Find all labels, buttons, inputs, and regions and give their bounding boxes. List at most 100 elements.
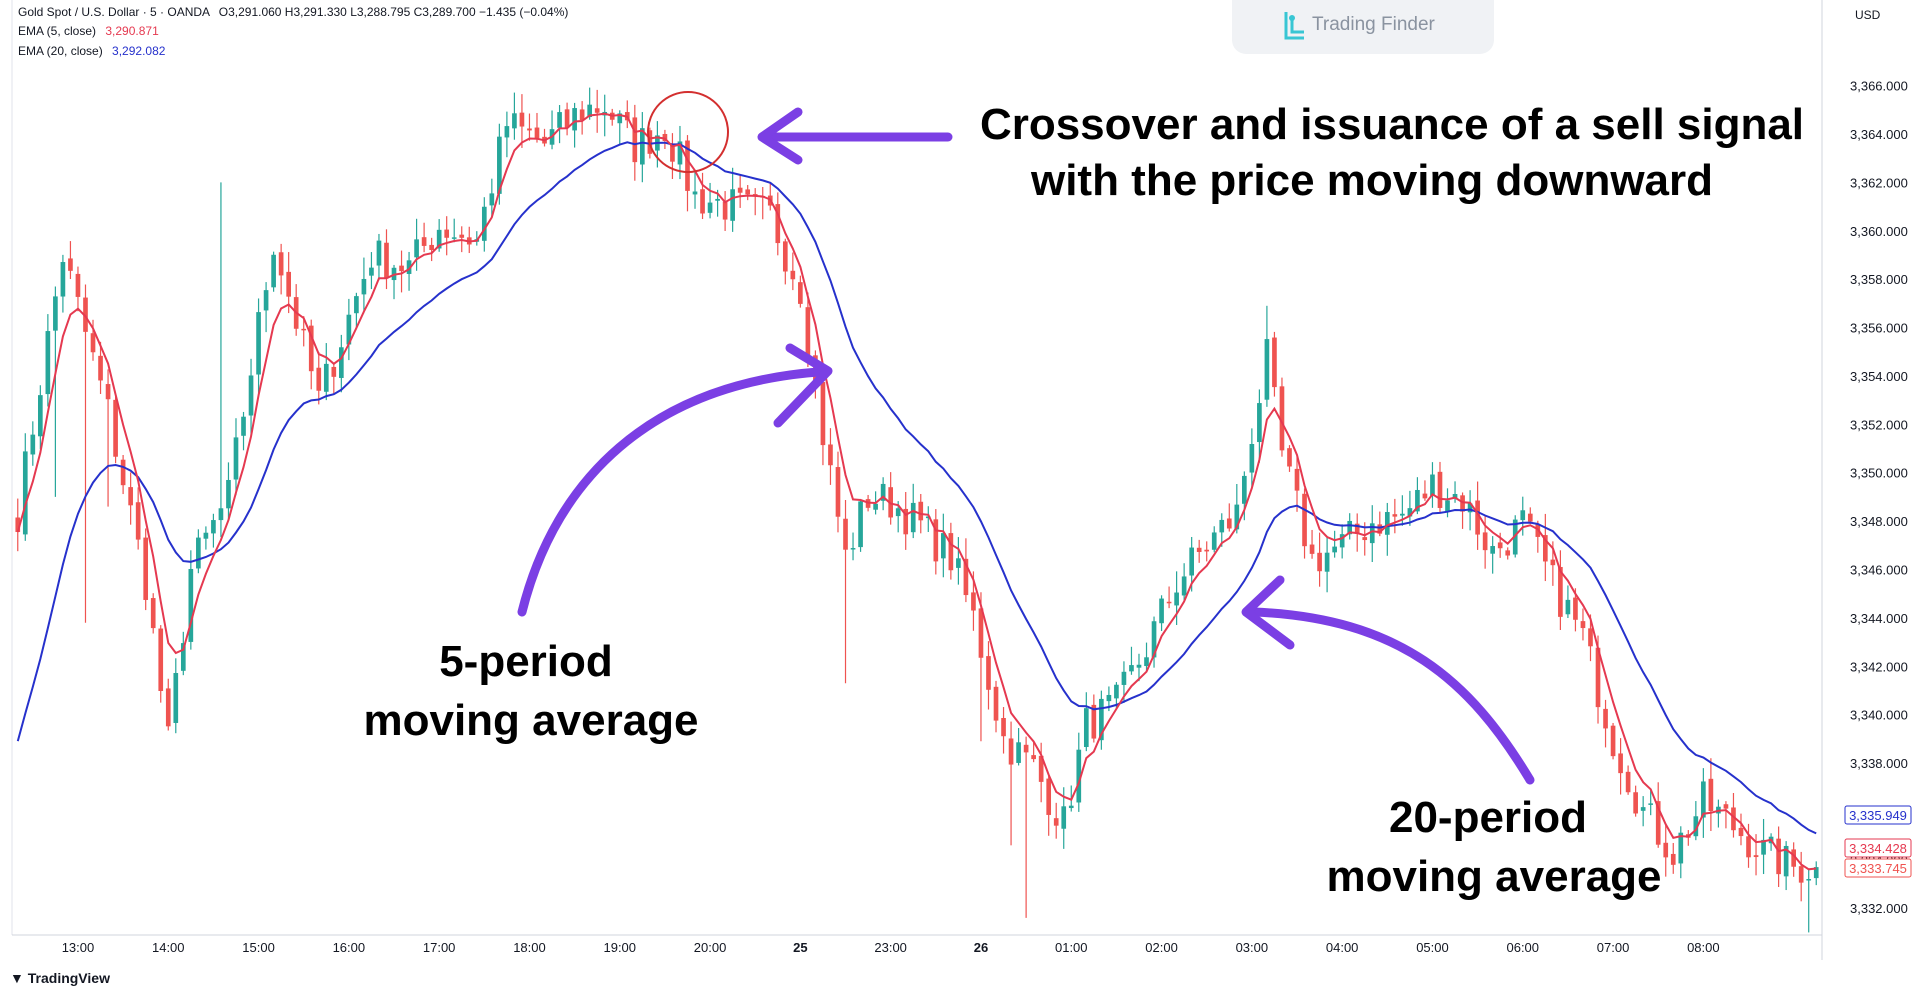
candle-up: [640, 128, 645, 165]
candle-down: [165, 688, 171, 727]
candle-up: [406, 260, 412, 274]
time-tick-label: 23:00: [874, 940, 907, 955]
candle-down: [918, 501, 924, 521]
candle-up: [1174, 592, 1179, 606]
candle-up: [1430, 474, 1435, 496]
candle-down: [1610, 725, 1616, 757]
candle-up: [1249, 444, 1255, 473]
candle-down: [1031, 755, 1036, 760]
candle-down: [1753, 855, 1759, 858]
candle-down: [1001, 718, 1006, 737]
candle-down: [308, 325, 314, 372]
time-tick-label: 19:00: [603, 940, 636, 955]
price-tick-label: 3,340.000: [1850, 708, 1908, 723]
candle-down: [1663, 842, 1669, 858]
symbol-header[interactable]: Gold Spot / U.S. Dollar · 5 · OANDA O3,2…: [18, 5, 568, 19]
currency-label[interactable]: USD: [1855, 8, 1881, 22]
price-axis[interactable]: 3,366.000 3,364.000 3,362.000 3,360.000 3,35…: [1850, 79, 1908, 917]
candle-down: [83, 297, 88, 332]
candle-down: [1670, 853, 1676, 865]
candle-down: [1603, 708, 1608, 729]
price-tick-label: 3,354.000: [1850, 369, 1908, 384]
candle-up: [203, 532, 209, 539]
candle-up: [617, 113, 623, 124]
price-tick-label: 3,350.000: [1850, 466, 1908, 481]
candle-down: [1527, 513, 1533, 522]
candle-down: [594, 108, 600, 113]
candle-down: [835, 467, 841, 517]
candle-up: [45, 331, 51, 395]
tradingview-logo-text: TradingView: [27, 970, 110, 986]
candle-up: [1189, 547, 1194, 576]
candle-down: [1377, 524, 1383, 534]
candle-down: [519, 112, 525, 127]
candle-up: [692, 191, 698, 195]
ema5-annotation-line1: 5-period: [439, 637, 613, 686]
price-tick-label: 3,364.000: [1850, 127, 1908, 142]
candle-up: [1136, 664, 1142, 668]
candle-up: [941, 533, 946, 559]
time-tick-label: 03:00: [1236, 940, 1269, 955]
candle-up: [1783, 845, 1789, 877]
candle-down: [286, 271, 291, 297]
ema5-arrowhead: [773, 343, 833, 428]
candle-up: [1106, 694, 1112, 702]
price-tick-label: 3,362.000: [1850, 175, 1908, 190]
candle-up: [196, 537, 201, 569]
candle-down: [1287, 448, 1292, 467]
candle-up: [1415, 489, 1420, 512]
candle-down: [662, 133, 668, 142]
candle-down: [1595, 647, 1601, 708]
ema20-legend[interactable]: EMA (20, close) 3,292.082: [18, 44, 165, 58]
price-tick-label: 3,360.000: [1850, 224, 1908, 239]
candle-up: [361, 278, 367, 295]
candle-up: [38, 395, 43, 437]
time-tick-label: 18:00: [513, 940, 546, 955]
candle-down: [1580, 621, 1586, 629]
candle-up: [1264, 339, 1270, 400]
candle-up: [188, 568, 194, 642]
candle-up: [1114, 684, 1119, 699]
ema5-annotation-line2: moving average: [363, 696, 698, 745]
candle-up: [248, 375, 254, 416]
candles: [15, 87, 1819, 933]
candle-up: [1512, 519, 1518, 555]
candle-down: [399, 265, 404, 272]
candle-up: [1181, 576, 1187, 596]
candle-down: [135, 502, 141, 540]
time-axis[interactable]: 13:00 14:00 15:00 16:00 17:00 18:00 19:00 20:00…: [62, 940, 1720, 955]
candle-down: [1038, 755, 1044, 782]
ema5-legend[interactable]: EMA (5, close) 3,290.871: [18, 24, 159, 38]
candle-up: [1016, 742, 1021, 763]
candle-down: [722, 201, 728, 220]
candle-up: [1565, 599, 1571, 615]
candle-down: [1460, 495, 1465, 512]
candle-up: [707, 202, 713, 213]
candle-up: [1242, 475, 1247, 504]
candle-down: [278, 252, 284, 276]
candle-down: [1204, 549, 1210, 552]
candle-down: [331, 366, 337, 377]
candle-up: [1445, 500, 1450, 512]
ema20-annotation-line1: 20-period: [1389, 793, 1587, 842]
candle-down: [1723, 804, 1729, 809]
candle-down: [1317, 552, 1322, 572]
candle-down: [1618, 753, 1623, 774]
price-tag-label: 3,334.428: [1849, 841, 1907, 856]
candle-down: [745, 189, 751, 195]
candle-up: [1129, 665, 1134, 672]
symbol-title: Gold Spot / U.S. Dollar · 5 · OANDA: [18, 5, 210, 19]
price-tick-label: 3,338.000: [1850, 756, 1908, 771]
candle-up: [587, 104, 592, 118]
candle-up: [1332, 546, 1337, 553]
candle-up: [1211, 532, 1217, 550]
candle-up: [173, 673, 179, 723]
candle-up: [1347, 520, 1353, 535]
candle-up: [226, 479, 231, 509]
ema20-legend-value: 3,292.082: [112, 44, 166, 58]
tradingview-logo[interactable]: ▼ TradingView: [10, 970, 110, 986]
trading-finder-logo-icon: [1284, 12, 1304, 40]
candle-up: [956, 558, 961, 568]
candle-up: [451, 237, 457, 239]
